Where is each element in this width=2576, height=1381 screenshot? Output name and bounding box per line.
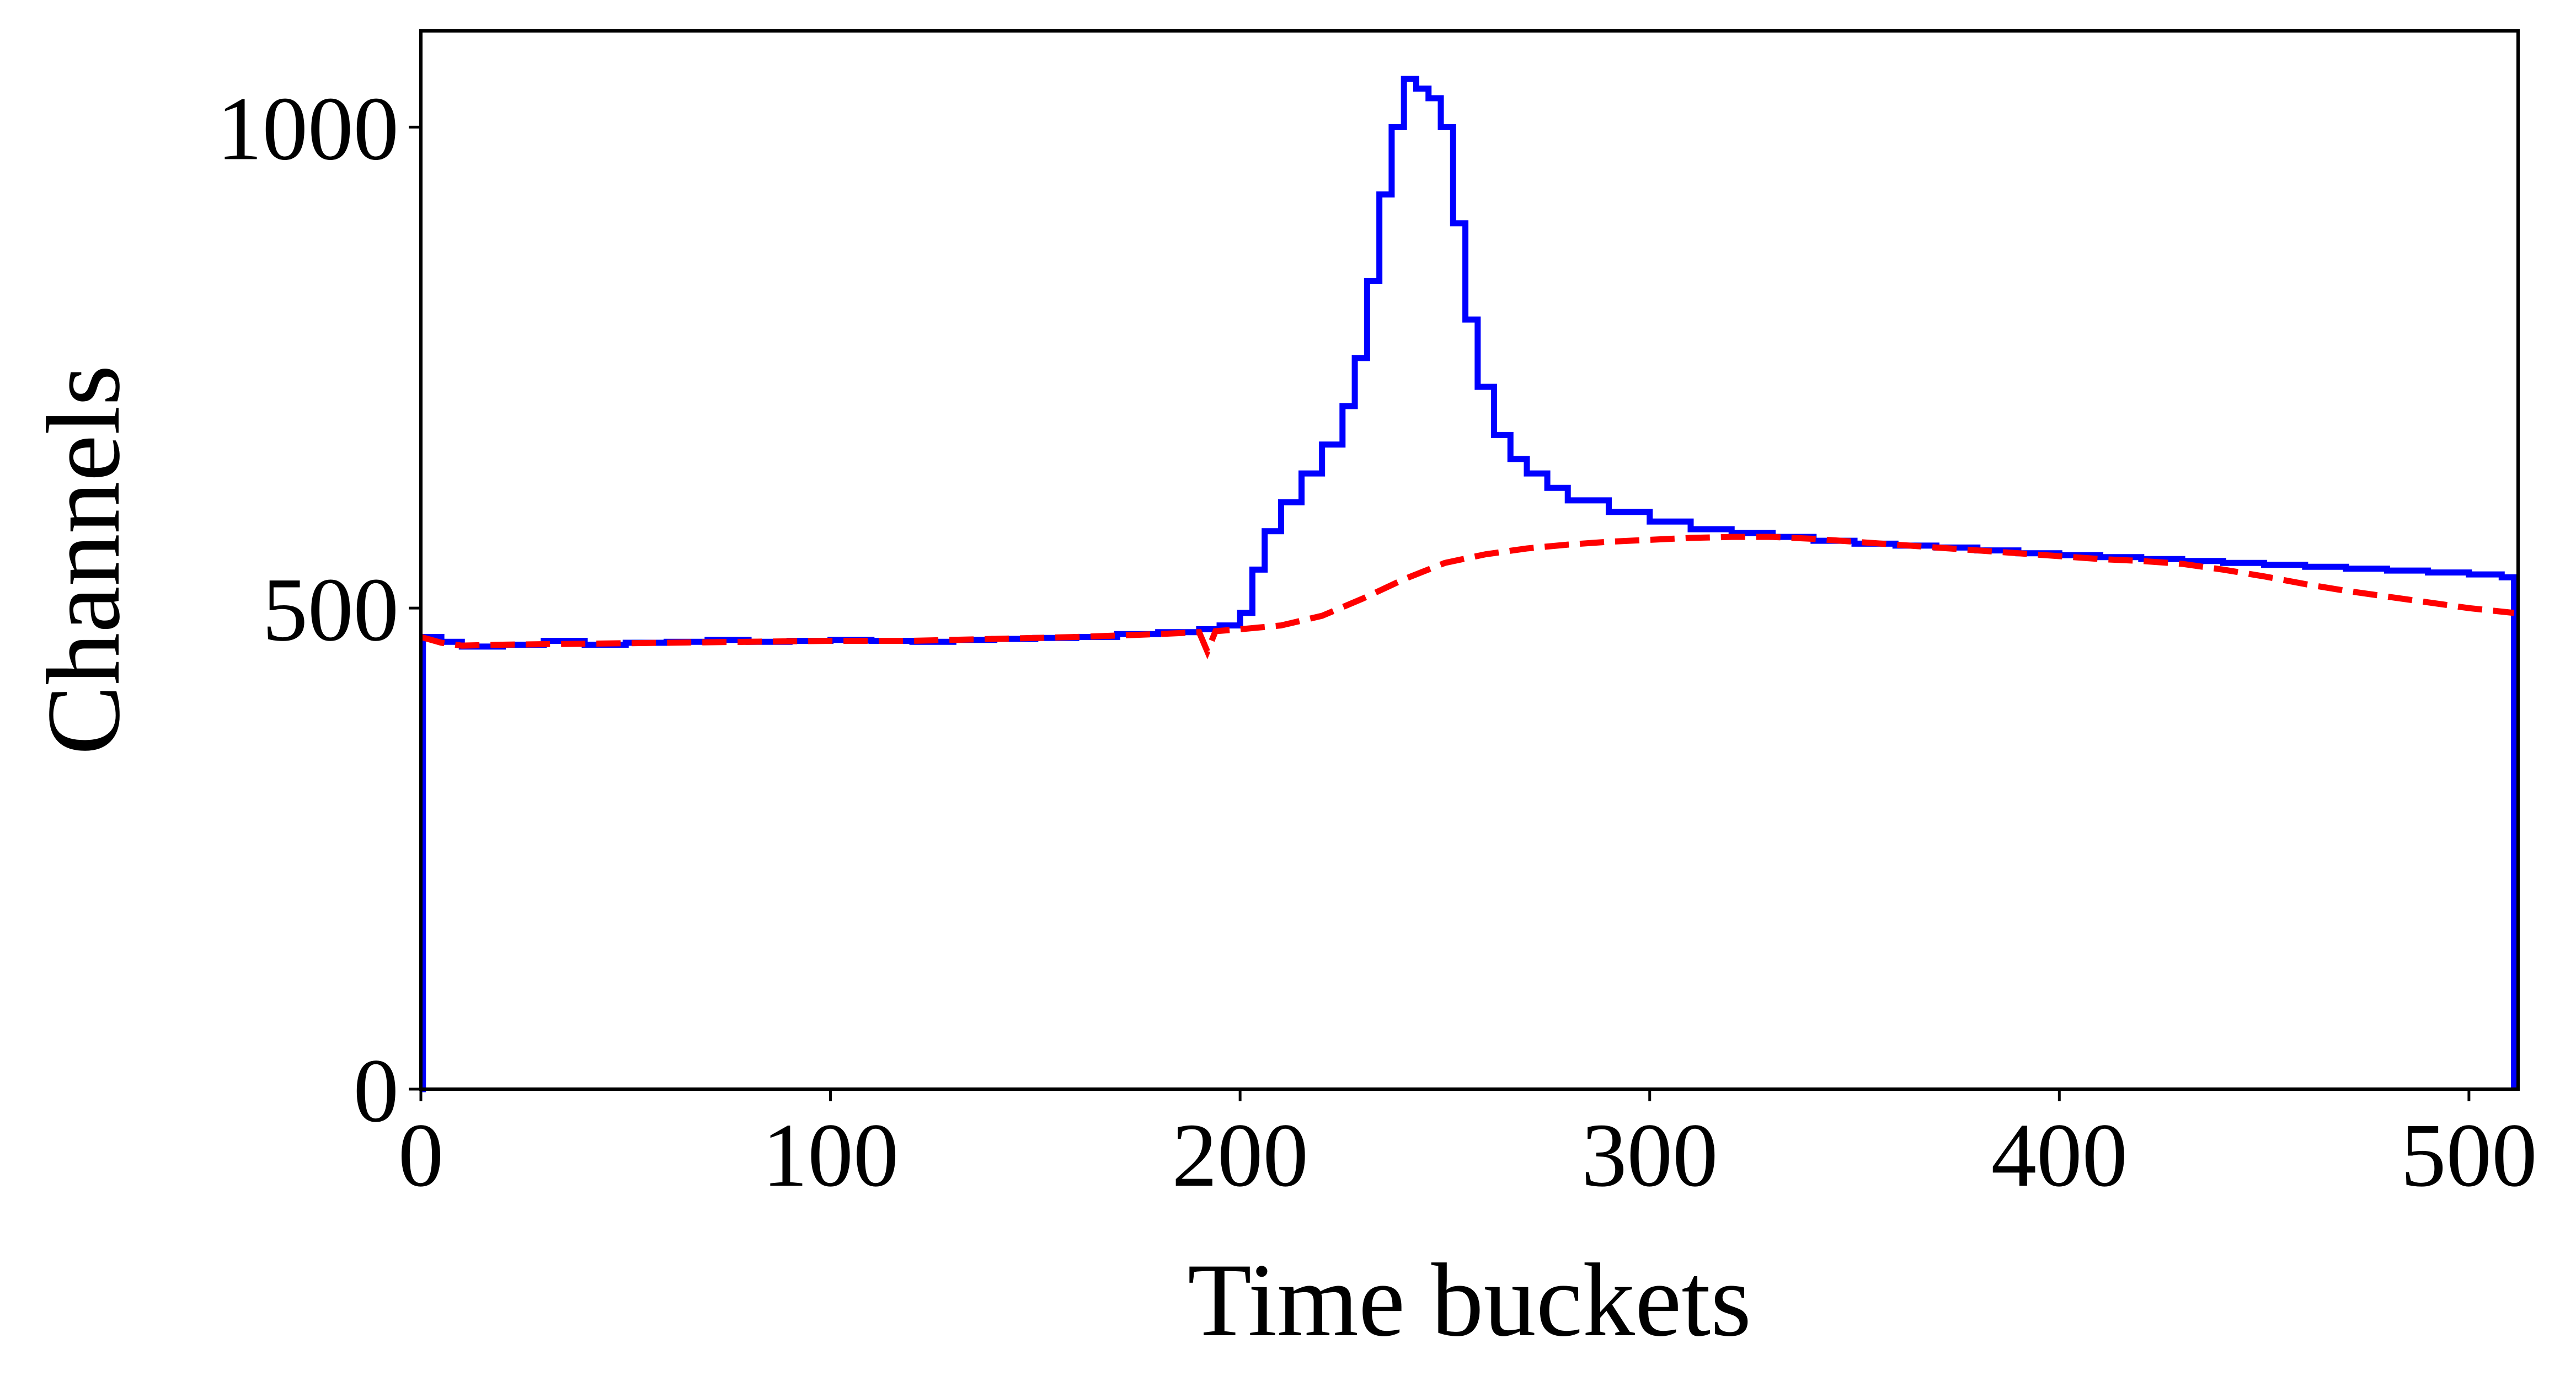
y-axis: 0 500 1000 [217, 78, 421, 1141]
x-tick-label: 200 [1172, 1105, 1308, 1206]
y-tick-label: 1000 [217, 78, 399, 179]
x-axis-label: Time buckets [1188, 1243, 1751, 1358]
x-tick-label: 500 [2401, 1105, 2537, 1206]
y-tick-label: 500 [263, 559, 399, 660]
plot-series [420, 76, 2518, 1092]
x-tick-label: 400 [1991, 1105, 2128, 1206]
x-axis: 0 100 200 300 400 500 [398, 1089, 2537, 1206]
x-tick-label: 300 [1581, 1105, 1718, 1206]
y-axis-label: Channels [26, 365, 142, 755]
series-line-step-blue [420, 76, 2518, 1092]
x-tick-label: 100 [762, 1105, 899, 1206]
x-tick-label: 0 [398, 1105, 444, 1206]
series-line-dashed-red [420, 534, 2515, 659]
plot-frame [419, 29, 2520, 1091]
y-tick-label: 0 [354, 1040, 399, 1141]
